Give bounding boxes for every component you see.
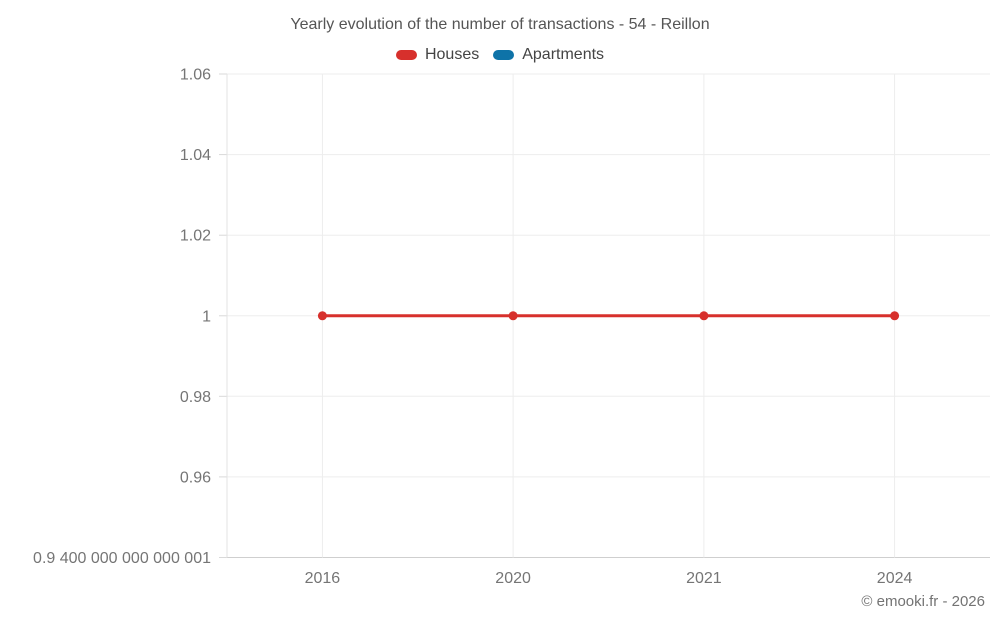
svg-text:0.9 400 000 000 000 001: 0.9 400 000 000 000 001 — [33, 550, 211, 567]
svg-text:2016: 2016 — [305, 570, 341, 587]
svg-text:0.98: 0.98 — [180, 389, 211, 406]
svg-text:2021: 2021 — [686, 570, 722, 587]
apartments-swatch-icon — [493, 50, 515, 60]
svg-text:2024: 2024 — [877, 570, 913, 587]
svg-text:1.02: 1.02 — [180, 228, 211, 245]
svg-text:2020: 2020 — [495, 570, 531, 587]
legend-item-houses[interactable]: Houses — [395, 46, 480, 64]
legend: Houses Apartments — [0, 46, 1000, 64]
houses-swatch-icon — [395, 50, 417, 60]
svg-text:1.06: 1.06 — [180, 67, 211, 84]
chart-title: Yearly evolution of the number of transa… — [290, 16, 710, 33]
legend-item-apartments[interactable]: Apartments — [493, 46, 604, 64]
attribution: © emooki.fr - 2026 — [861, 593, 985, 610]
svg-text:1: 1 — [202, 308, 211, 325]
svg-text:0.96: 0.96 — [180, 469, 211, 486]
legend-label-houses: Houses — [424, 46, 480, 63]
svg-text:1.04: 1.04 — [180, 147, 211, 164]
legend-label-apartments: Apartments — [522, 46, 605, 63]
